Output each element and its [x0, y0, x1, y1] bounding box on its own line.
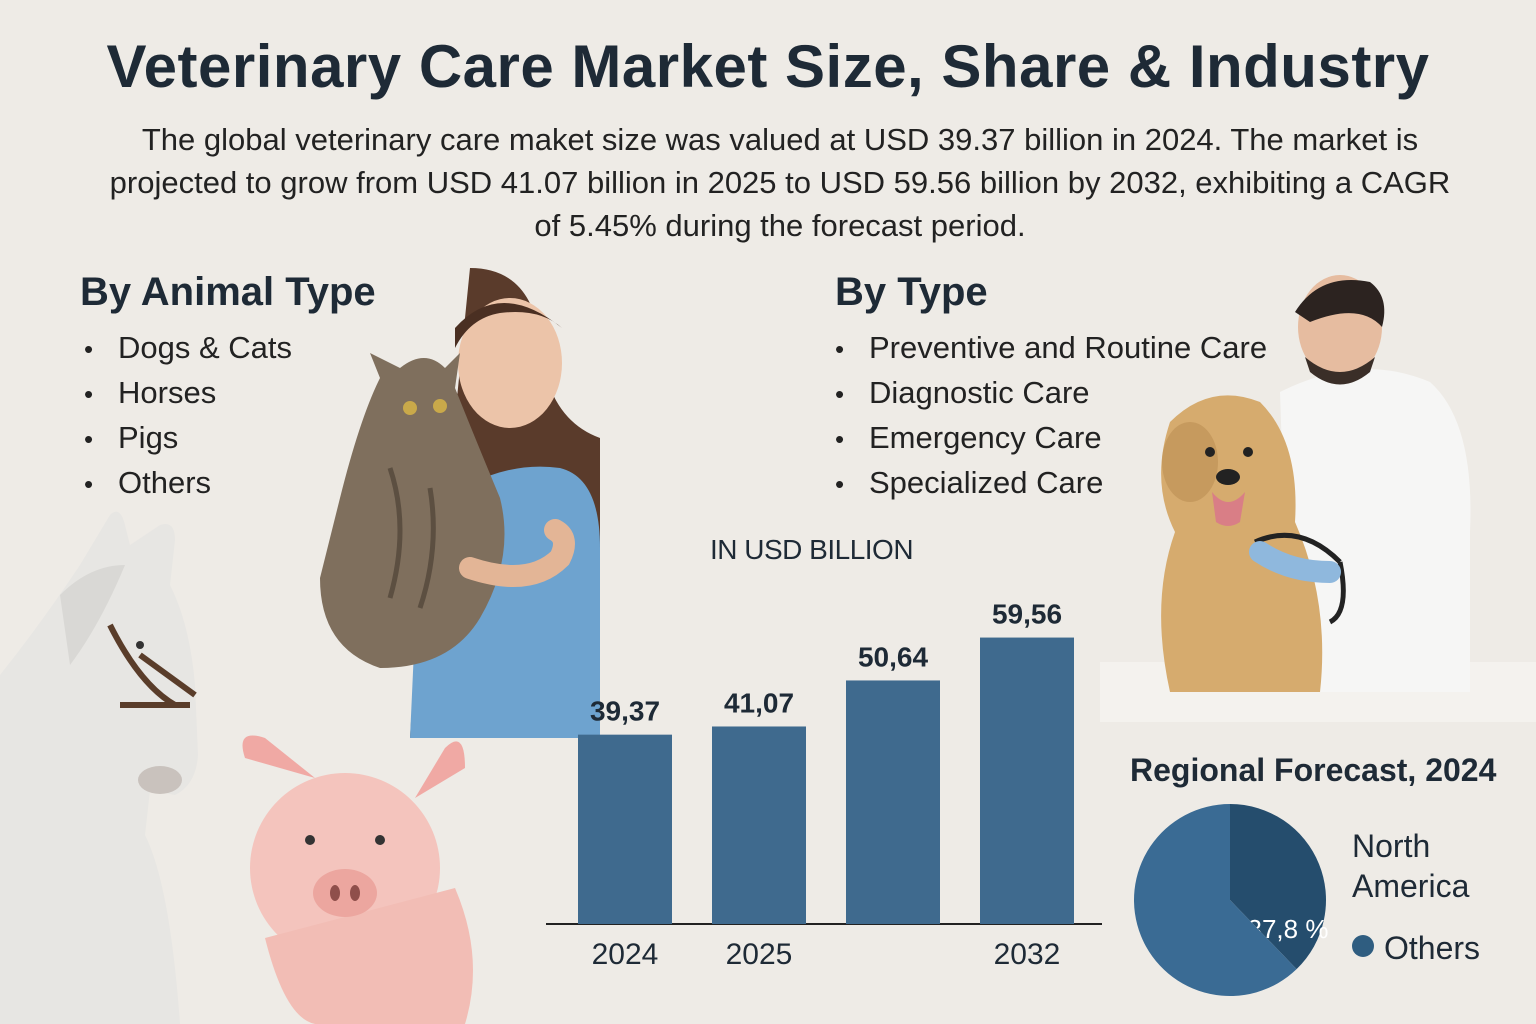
bar-category-label: 2024 — [592, 938, 659, 971]
regional-chart-title: Regional Forecast, 2024 — [1130, 752, 1497, 788]
animal-type-list: Dogs & Cats Horses Pigs Others — [84, 326, 292, 506]
animal-type-item: Others — [84, 461, 292, 506]
page-title: Veterinary Care Market Size, Share & Ind… — [106, 33, 1430, 100]
care-type-heading: By Type — [835, 270, 988, 314]
page-subtitle: The global veterinary care maket size wa… — [109, 122, 1451, 243]
horse-photo — [0, 511, 198, 1024]
bar-1 — [712, 726, 806, 924]
chart-unit-label: IN USD BILLION — [710, 534, 914, 565]
animal-type-item: Horses — [84, 371, 292, 416]
pig-photo — [242, 735, 473, 1024]
care-type-item: Diagnostic Care — [835, 371, 1267, 416]
animal-type-heading: By Animal Type — [80, 270, 376, 314]
bar-value-label: 50,64 — [858, 641, 928, 672]
legend-others: Others — [1352, 930, 1480, 967]
bar-2 — [846, 680, 940, 924]
care-type-item: Preventive and Routine Care — [835, 326, 1267, 371]
bar-category-label: 2032 — [994, 938, 1061, 971]
legend-others-dot — [1352, 935, 1374, 957]
care-type-item: Specialized Care — [835, 461, 1267, 506]
bar-3 — [980, 637, 1074, 924]
regional-pie-chart: 37,8 % — [1134, 804, 1328, 996]
bar-value-label: 59,56 — [992, 599, 1062, 630]
animal-type-item: Dogs & Cats — [84, 326, 292, 371]
vet-with-cat-photo — [320, 268, 600, 738]
care-type-item: Emergency Care — [835, 416, 1267, 461]
bar-0 — [578, 734, 672, 924]
animal-type-item: Pigs — [84, 416, 292, 461]
bar-value-label: 41,07 — [724, 687, 794, 718]
legend-north-america: North America — [1352, 828, 1470, 904]
bar-value-label: 39,37 — [590, 696, 660, 727]
bar-category-label: 2025 — [726, 938, 793, 971]
vet-with-dog-photo — [1100, 275, 1536, 722]
pie-slice-1 — [1134, 804, 1297, 996]
pie-slice-0 — [1230, 804, 1326, 970]
care-type-list: Preventive and Routine Care Diagnostic C… — [835, 326, 1267, 506]
bar-chart: 39,37 2024 41,07 2025 50,64 59,56 2032 — [546, 599, 1102, 971]
